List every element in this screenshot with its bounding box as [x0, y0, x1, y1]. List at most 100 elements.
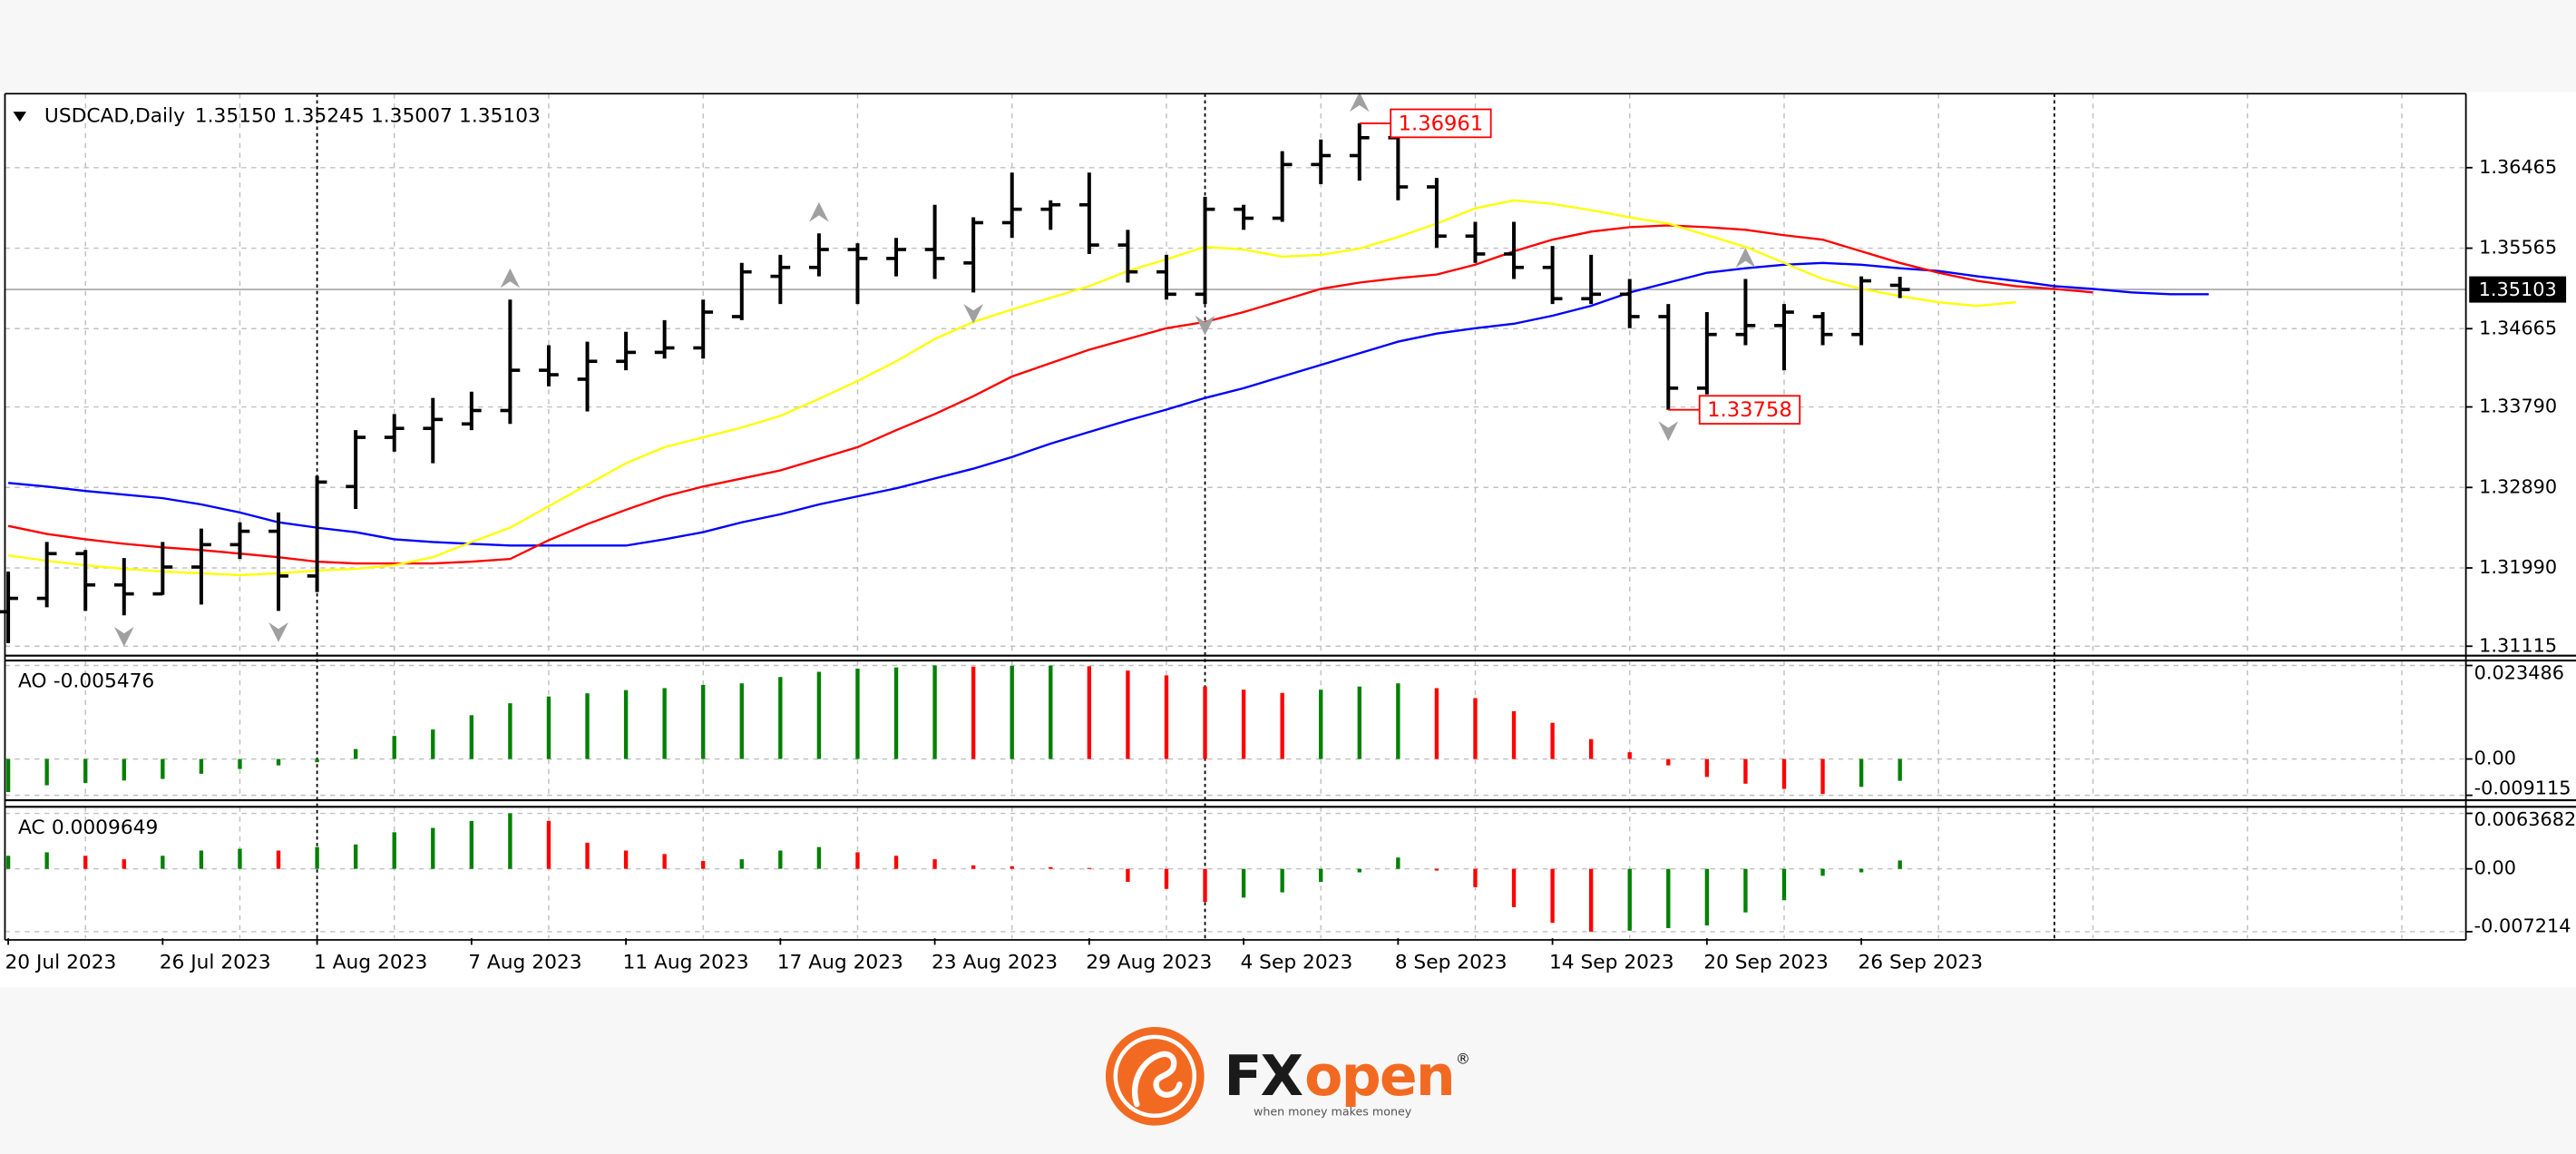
histogram-bar [1859, 758, 1864, 787]
logo: FX open ® when money makes money [1105, 1026, 1470, 1126]
histogram-bar [1550, 868, 1555, 924]
histogram-bar [1280, 868, 1284, 893]
fractal-up [500, 268, 521, 288]
fractal-down [268, 622, 288, 642]
histogram-bar [662, 854, 667, 869]
moving-average-line [7, 199, 2016, 577]
histogram-bar [701, 684, 706, 759]
histogram-bar [1241, 868, 1246, 898]
histogram-bar [1820, 758, 1825, 795]
x-tick-label: 20 Sep 2023 [1703, 951, 1829, 973]
fractal-up [1735, 248, 1756, 268]
y-tick-label: 0.00 [2474, 857, 2516, 879]
histogram-bar [1550, 722, 1555, 759]
logo-brand-dark: FX [1224, 1043, 1303, 1109]
y-tick-label: 0.0063682 [2474, 808, 2576, 830]
histogram-bar [315, 846, 319, 869]
y-tick-label: 1.35565 [2479, 237, 2557, 259]
histogram-bar [1781, 868, 1787, 901]
logo-emblem [1105, 1026, 1205, 1126]
x-tick-label: 20 Jul 2023 [5, 951, 116, 973]
x-tick-label: 26 Sep 2023 [1858, 951, 1983, 973]
x-tick-label: 7 Aug 2023 [468, 951, 581, 973]
histogram-bar [546, 696, 551, 759]
histogram-bar [1203, 686, 1207, 759]
histogram-bar [315, 758, 319, 763]
logo-registered: ® [1456, 1051, 1470, 1068]
histogram-bar [778, 850, 783, 869]
histogram-bar [1627, 752, 1632, 759]
indicator-header: AC 0.0009649 [18, 817, 158, 839]
fractal-down [1658, 421, 1679, 442]
x-tick-label: 8 Sep 2023 [1395, 951, 1508, 973]
histogram-bar [469, 820, 474, 869]
histogram-bar [469, 715, 474, 759]
indicator-title: AO [18, 670, 47, 693]
y-tick-label: 1.31990 [2479, 556, 2557, 578]
histogram-bar [276, 758, 281, 766]
histogram-bar [893, 856, 899, 869]
histogram-bar [44, 758, 49, 786]
histogram-bar [1898, 758, 1902, 781]
header-ohlc-value: 1.35103 [459, 105, 541, 128]
histogram-bar [353, 748, 358, 759]
header-ohlc-value: 1.35150 [195, 105, 277, 128]
fractal-down [113, 626, 134, 647]
histogram-bar [1126, 868, 1130, 883]
histogram-bar [1898, 860, 1902, 869]
histogram-bar [1126, 670, 1130, 759]
histogram-bar [1049, 665, 1053, 759]
histogram-bar [122, 859, 126, 869]
histogram-bar [392, 736, 396, 759]
histogram-bar [1164, 868, 1169, 889]
histogram-bar [1396, 857, 1400, 869]
histogram-bar [893, 667, 899, 759]
histogram-bar [739, 683, 744, 759]
histogram-bar [1203, 868, 1207, 903]
x-tick-label: 1 Aug 2023 [314, 951, 427, 973]
histogram-bar [5, 758, 11, 793]
histogram-bar [623, 850, 629, 869]
logo-dragon [1131, 1051, 1183, 1108]
logo-ring [1113, 1034, 1197, 1119]
histogram-bar [971, 666, 976, 759]
histogram-bar [431, 827, 435, 869]
histogram-bar [1241, 689, 1246, 759]
histogram-bar [701, 861, 706, 869]
header-ohlc-value: 1.35245 [283, 105, 365, 128]
histogram-bar [238, 848, 242, 869]
histogram-bar [1010, 665, 1014, 759]
histogram-bar [508, 813, 512, 869]
histogram-bar [1666, 758, 1671, 766]
y-tick-label: 1.34665 [2479, 317, 2557, 338]
x-tick-label: 23 Aug 2023 [932, 951, 1058, 973]
histogram-bar [238, 758, 242, 769]
histogram-bar [932, 859, 937, 869]
histogram-bar [1704, 758, 1710, 777]
histogram-bar [1743, 868, 1748, 913]
x-tick-label: 29 Aug 2023 [1086, 951, 1212, 973]
histogram-bar [1434, 868, 1439, 871]
histogram-bar [1087, 666, 1092, 759]
histogram-bar [546, 820, 551, 869]
histogram-bar [1666, 868, 1671, 928]
annotation-label: 1.33758 [1707, 398, 1792, 422]
histogram-bar [739, 859, 744, 869]
histogram-bar [1396, 683, 1400, 759]
histogram-bar [1588, 738, 1594, 759]
histogram-bar [778, 677, 783, 759]
histogram-bar [1511, 868, 1517, 907]
histogram-bar [971, 865, 976, 869]
histogram-bar [1743, 758, 1748, 784]
y-tick-label: -0.007214 [2474, 915, 2571, 937]
histogram-bar [1781, 758, 1787, 789]
histogram-bar [122, 758, 126, 781]
histogram-bar [1087, 867, 1092, 869]
histogram-bar [1627, 868, 1632, 931]
indicator-header: AO -0.005476 [18, 670, 154, 693]
histogram-bar [199, 850, 204, 869]
header-ohlc-value: 1.35007 [371, 105, 453, 128]
histogram-bar [816, 671, 822, 759]
